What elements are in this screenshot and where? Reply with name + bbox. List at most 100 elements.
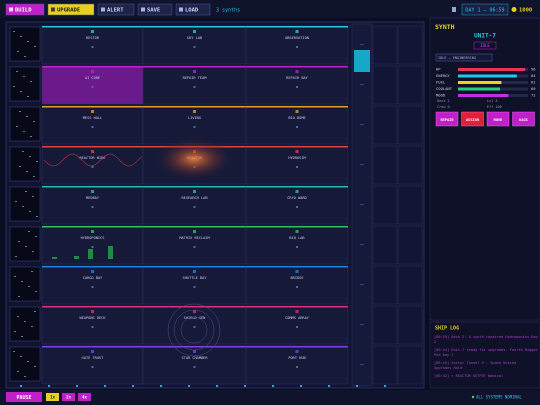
minimap-pixel [16, 71, 18, 72]
room-strip [246, 346, 348, 348]
room-status [296, 166, 298, 168]
action-button[interactable] [435, 111, 459, 127]
room-status [91, 46, 94, 48]
room-icon [91, 190, 94, 193]
room-name: CRYO WARD [287, 196, 306, 200]
pause-label: PAUSE [16, 395, 31, 401]
room-icon [193, 350, 196, 353]
room-strip [143, 26, 246, 28]
rail-light [48, 385, 50, 387]
plant [52, 257, 57, 259]
shield-ring [180, 316, 208, 344]
button-icon [9, 7, 13, 12]
side-cell [397, 25, 423, 65]
plant [108, 246, 113, 259]
minimap-pixel [31, 271, 33, 272]
room-status [193, 206, 196, 208]
room-name: BIO-DOME [288, 116, 305, 120]
room-strip [246, 306, 348, 308]
room-status [193, 286, 196, 288]
minimap-pixel [27, 96, 29, 97]
minimap-pixel [27, 41, 29, 42]
room-name: SHUTTLE BAY [183, 276, 208, 280]
action-label: MOVE [494, 118, 503, 122]
minimap-pixel [21, 336, 23, 337]
room-strip [246, 26, 348, 28]
credits: 1000 [519, 7, 532, 13]
stat-value: 62 [531, 80, 536, 85]
room-icon [193, 110, 196, 113]
room-strip [143, 266, 246, 268]
button-label: BUILD [15, 7, 32, 13]
speed-button[interactable] [62, 393, 75, 401]
room-status [296, 326, 298, 328]
room-name: REPAIR BAY [286, 76, 308, 80]
room-strip [246, 226, 348, 228]
room-name: SKY LAB [187, 36, 202, 40]
minimap-pixel [19, 111, 21, 112]
speed-button[interactable] [78, 393, 91, 401]
minimap-pixel [33, 176, 35, 177]
room-status [296, 366, 298, 368]
button-icon [179, 7, 183, 12]
button-label: SAVE [147, 7, 160, 13]
room-strip [42, 26, 143, 28]
elevator-stop [360, 124, 364, 125]
elevator-car[interactable] [354, 50, 370, 72]
speed-button[interactable] [46, 393, 59, 401]
pause-button[interactable] [6, 392, 42, 402]
room-strip [246, 186, 348, 188]
room-name: GATE TRUST [82, 356, 104, 360]
room-icon [91, 110, 94, 113]
rail-light [104, 385, 106, 387]
shield-ring [167, 303, 221, 357]
minimap-pixel [31, 326, 33, 327]
minimap-pixel [20, 36, 22, 37]
synth-name: UNIT-7 [474, 33, 496, 40]
deck-minimap [9, 346, 41, 382]
room-name: OBSERVATION [285, 36, 309, 40]
room-status [91, 366, 94, 368]
room-strip [42, 106, 143, 108]
reactor-glow [154, 137, 234, 181]
speed-label: 4x [82, 394, 87, 399]
minimap-pixel [33, 121, 35, 122]
toolbar-button[interactable] [175, 3, 211, 16]
log-entry: [06:54] Unit-7 ready for upgrades. Fourt… [434, 348, 538, 357]
action-button[interactable] [461, 111, 484, 127]
side-cell [372, 25, 398, 65]
room-icon [193, 30, 196, 33]
rail-light [356, 385, 358, 387]
minimap-pixel [34, 46, 36, 47]
rail-light [20, 385, 22, 387]
action-label: REPAIR [441, 118, 455, 122]
toolbar-button[interactable] [137, 3, 173, 16]
minimap-pixel [28, 231, 30, 232]
sound-icon [452, 7, 456, 12]
toolbar-button[interactable] [47, 3, 95, 16]
toolbar-button[interactable] [5, 3, 45, 16]
room-name: MESS HALL [83, 116, 102, 120]
elevator-stop [360, 364, 364, 365]
rail-light [384, 385, 386, 387]
room-icon [193, 230, 196, 233]
side-cell [372, 345, 398, 385]
minimap-pixel [30, 136, 32, 137]
action-button[interactable] [486, 111, 510, 127]
room-strip [42, 266, 143, 268]
room-name: RESEARCH LAB [182, 196, 208, 200]
deck-minimap [9, 26, 41, 62]
side-cell [372, 145, 398, 185]
minimap-pixel [24, 376, 26, 377]
toolbar-button[interactable] [97, 3, 135, 16]
side-cell [372, 265, 398, 305]
minimap-pixel [13, 86, 15, 87]
action-button[interactable] [512, 111, 535, 127]
room[interactable] [142, 225, 247, 265]
stat-name: ENERGY [436, 73, 450, 78]
speed-label: 1x [50, 394, 55, 399]
room-icon [91, 230, 94, 233]
room-name: HYDROSIM [288, 156, 306, 160]
room-name: WEAPONS DECK [80, 316, 107, 320]
room-strip [246, 266, 348, 268]
